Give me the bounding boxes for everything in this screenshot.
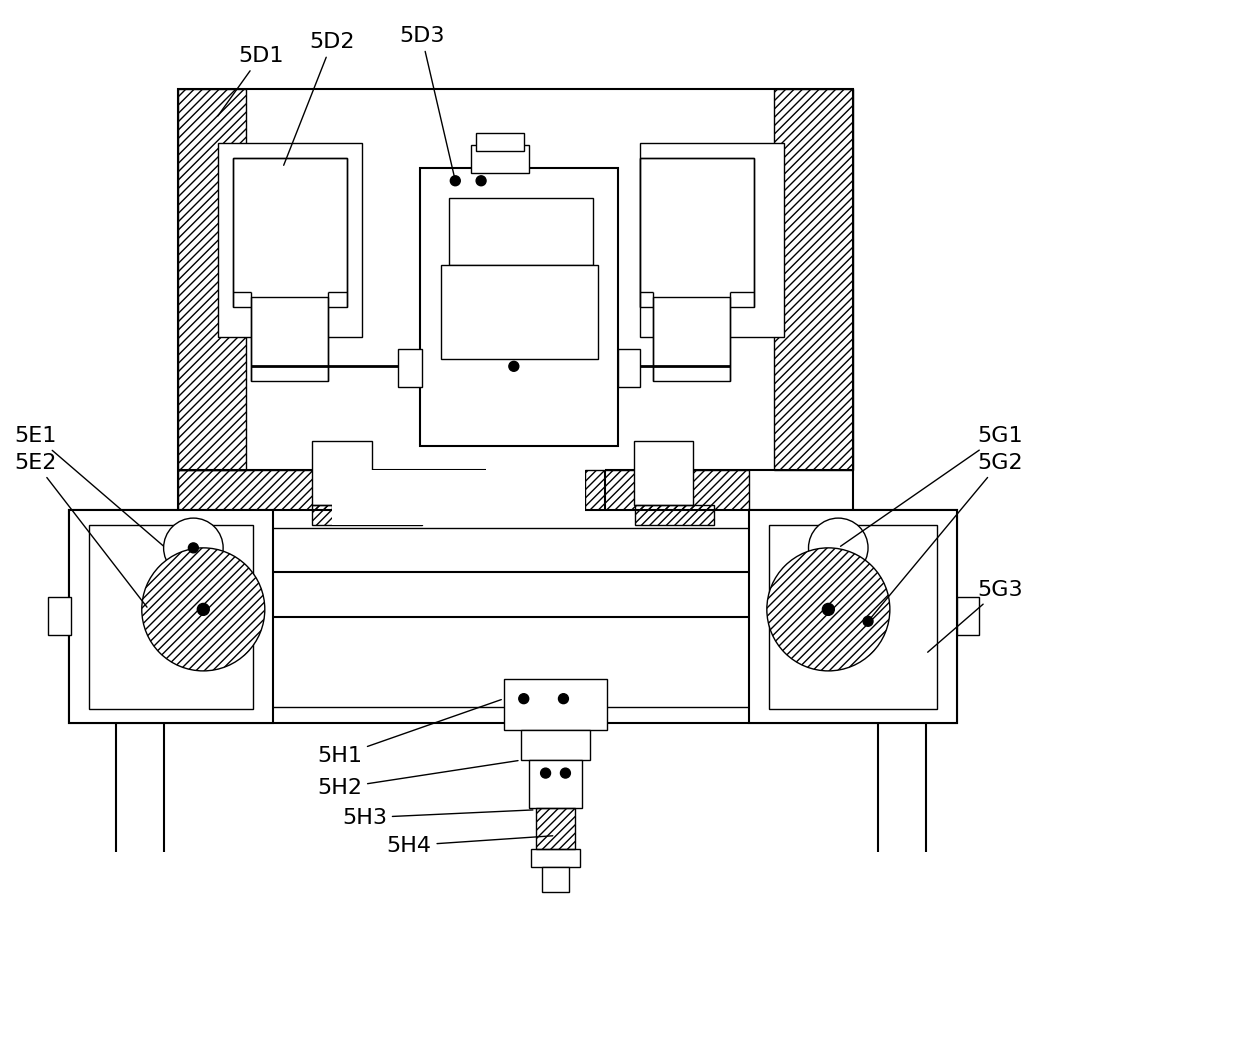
Circle shape — [141, 547, 265, 671]
Text: 5D2: 5D2 — [284, 32, 356, 165]
Bar — [178, 88, 247, 471]
Bar — [332, 471, 585, 525]
Bar — [218, 144, 362, 337]
Bar — [653, 297, 730, 382]
Text: 5G1: 5G1 — [840, 426, 1023, 546]
Bar — [535, 808, 575, 849]
Bar — [634, 441, 694, 505]
Circle shape — [864, 617, 873, 626]
Bar — [69, 510, 273, 724]
Text: 5H3: 5H3 — [342, 808, 533, 828]
Bar — [441, 265, 598, 359]
Text: 5H2: 5H2 — [317, 761, 518, 798]
Bar — [958, 597, 979, 636]
Circle shape — [509, 361, 519, 371]
Bar — [634, 505, 714, 525]
Bar — [639, 158, 755, 307]
Bar — [774, 88, 854, 471]
Bar — [541, 867, 570, 892]
Text: 5E2: 5E2 — [14, 453, 147, 607]
Circle shape — [809, 518, 869, 577]
Circle shape — [823, 604, 834, 615]
Circle shape — [519, 694, 529, 704]
Circle shape — [188, 543, 198, 553]
Bar — [233, 158, 347, 307]
Bar — [585, 471, 750, 525]
Circle shape — [197, 604, 209, 615]
Bar — [97, 528, 929, 707]
Bar — [618, 350, 639, 387]
Bar — [750, 510, 958, 724]
Bar — [471, 145, 529, 173]
Bar — [398, 350, 421, 387]
Text: 5D3: 5D3 — [399, 26, 455, 179]
Text: 5H1: 5H1 — [317, 699, 502, 766]
Bar — [69, 510, 958, 724]
Bar — [237, 161, 344, 290]
Text: 5H4: 5H4 — [387, 836, 553, 856]
Text: 5D1: 5D1 — [218, 46, 284, 116]
Bar — [476, 133, 524, 151]
Bar — [643, 161, 751, 290]
Bar — [520, 730, 590, 760]
Circle shape — [450, 175, 460, 186]
Bar — [47, 597, 72, 636]
Bar — [769, 525, 938, 709]
Bar — [312, 505, 421, 525]
Bar — [312, 441, 372, 505]
Text: 5E1: 5E1 — [14, 426, 164, 546]
Circle shape — [559, 694, 569, 704]
Bar — [420, 168, 618, 445]
Bar — [178, 471, 332, 525]
Bar — [504, 679, 607, 730]
Text: 5G2: 5G2 — [870, 453, 1023, 619]
Text: 5G3: 5G3 — [928, 579, 1023, 653]
Circle shape — [164, 518, 223, 577]
Bar — [639, 144, 784, 337]
Circle shape — [476, 175, 486, 186]
Bar — [529, 760, 582, 808]
Bar — [178, 88, 854, 540]
Bar — [530, 849, 580, 867]
Bar — [252, 297, 328, 382]
Circle shape — [560, 769, 570, 778]
Bar — [89, 525, 253, 709]
Circle shape — [540, 769, 550, 778]
Circle shape — [767, 547, 890, 671]
Bar — [450, 198, 593, 265]
